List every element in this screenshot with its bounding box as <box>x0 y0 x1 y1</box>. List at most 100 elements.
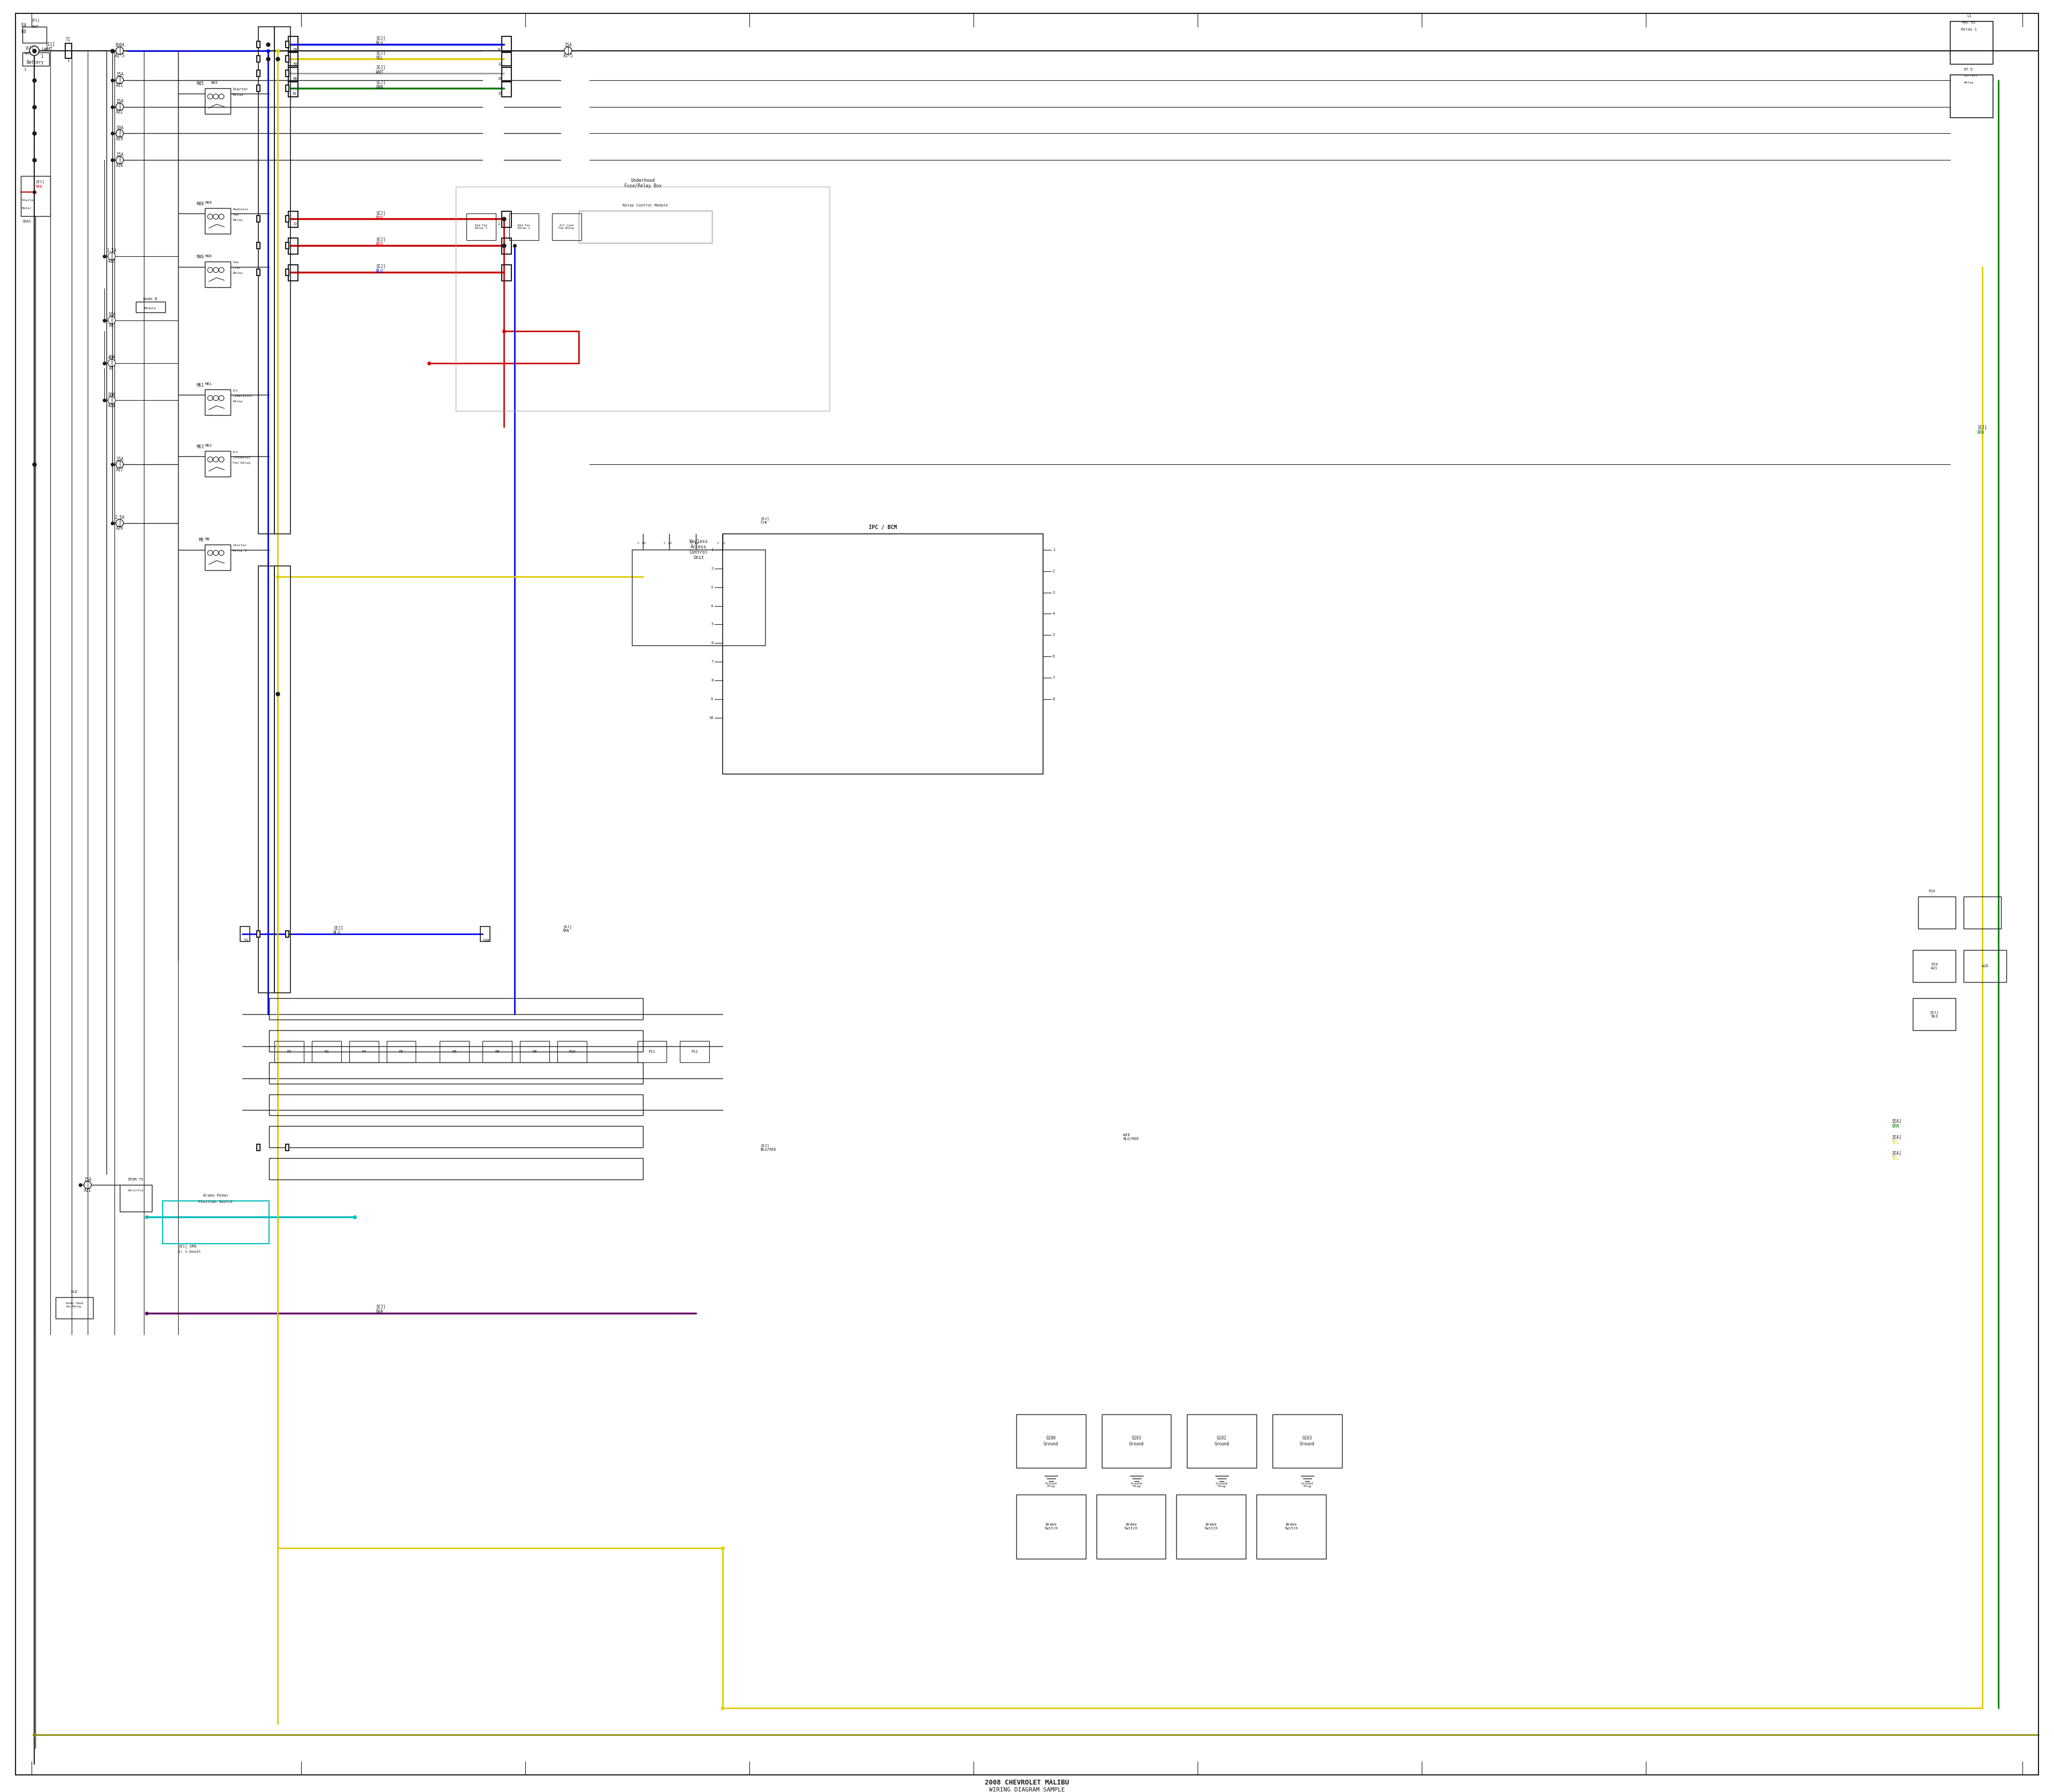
Bar <box>440 1041 468 1063</box>
Text: Relay 2: Relay 2 <box>232 550 246 552</box>
Bar <box>275 1041 304 1063</box>
Text: [EJ]
BLU: [EJ] BLU <box>1931 1011 1939 1018</box>
Bar <box>1017 1495 1087 1559</box>
Text: 15A: 15A <box>115 99 123 104</box>
Bar <box>257 215 261 222</box>
Bar <box>286 269 290 276</box>
Text: 40A: 40A <box>109 355 115 360</box>
Circle shape <box>84 1181 90 1188</box>
Bar <box>1964 950 2007 982</box>
Bar <box>257 1145 261 1150</box>
Text: [EJ]: [EJ] <box>376 1305 386 1308</box>
Text: 15A: 15A <box>115 72 123 77</box>
Bar <box>23 52 49 66</box>
Text: 15A: 15A <box>115 152 123 158</box>
Text: Relay Control Module: Relay Control Module <box>622 204 668 208</box>
Text: A1-5: A1-5 <box>115 54 125 59</box>
Text: YEL: YEL <box>1892 1156 1900 1161</box>
Bar <box>259 27 275 534</box>
Text: [E1]: [E1] <box>35 179 45 183</box>
Text: BLU: BLU <box>376 41 384 47</box>
Circle shape <box>565 47 571 54</box>
Circle shape <box>214 550 218 556</box>
Bar <box>23 27 47 43</box>
Text: [EJ]: [EJ] <box>333 925 343 930</box>
Circle shape <box>220 457 224 462</box>
Circle shape <box>207 396 214 401</box>
Bar <box>483 1041 511 1063</box>
Bar <box>1177 1495 1247 1559</box>
Bar <box>259 566 275 993</box>
Bar <box>723 534 1043 774</box>
Text: Security: Security <box>127 1188 144 1192</box>
Text: A1-5: A1-5 <box>563 54 573 59</box>
Text: RED: RED <box>35 185 43 188</box>
Bar <box>269 1158 643 1179</box>
Text: 12: 12 <box>497 63 501 66</box>
Bar <box>1964 896 2001 928</box>
Text: M8: M8 <box>205 538 210 541</box>
Bar <box>1097 1495 1167 1559</box>
Text: [EA]: [EA] <box>1892 1134 1902 1140</box>
Bar <box>553 213 581 240</box>
Bar <box>286 70 290 77</box>
Text: Starter: Starter <box>23 199 37 201</box>
Text: 53: 53 <box>244 939 249 943</box>
Bar <box>286 242 290 249</box>
Text: BLU: BLU <box>376 269 384 274</box>
Bar <box>288 211 298 228</box>
Text: Starter: Starter <box>232 545 246 547</box>
Text: [EJ]: [EJ] <box>1978 425 1986 430</box>
Text: P6: P6 <box>452 1050 456 1054</box>
Text: GRN: GRN <box>1892 1124 1900 1129</box>
Text: 7: 7 <box>711 659 713 663</box>
Text: A29: A29 <box>109 403 115 409</box>
Text: Relay: Relay <box>232 93 244 97</box>
Text: P4: P4 <box>362 1050 366 1054</box>
Text: 2.5A: 2.5A <box>115 516 125 520</box>
Bar <box>21 176 49 217</box>
Circle shape <box>207 93 214 99</box>
Bar <box>288 52 298 68</box>
Text: G102
Ground: G102 Ground <box>1214 1435 1228 1446</box>
Bar <box>501 265 511 281</box>
Text: WFE
BLU/RED: WFE BLU/RED <box>1124 1133 1140 1140</box>
Text: P5: P5 <box>398 1050 403 1054</box>
Circle shape <box>220 93 224 99</box>
Circle shape <box>115 77 123 84</box>
Text: 15A: 15A <box>565 43 571 48</box>
Circle shape <box>207 457 214 462</box>
Text: Compressor: Compressor <box>232 394 253 398</box>
Text: P9: P9 <box>532 1050 536 1054</box>
Bar <box>257 41 261 48</box>
Text: M45: M45 <box>197 81 203 86</box>
Bar <box>1951 22 1992 65</box>
Text: 59: 59 <box>292 63 298 66</box>
Text: 2008 CHEVROLET MALIBU: 2008 CHEVROLET MALIBU <box>984 1779 1070 1787</box>
Circle shape <box>220 396 224 401</box>
Circle shape <box>109 317 115 324</box>
Text: Brake
Switch: Brake Switch <box>1284 1523 1298 1530</box>
Bar <box>66 43 72 57</box>
Bar <box>501 211 511 228</box>
Bar <box>1017 1414 1087 1468</box>
Bar <box>633 550 766 645</box>
Bar <box>288 265 298 281</box>
Text: [EJ]
SRN: [EJ] SRN <box>563 925 571 932</box>
Text: M45: M45 <box>212 81 218 84</box>
Bar <box>1951 75 1992 118</box>
Text: A/C: A/C <box>232 452 238 453</box>
Text: [EJ]
BLU/RED: [EJ] BLU/RED <box>760 1143 776 1150</box>
Text: DkB: DkB <box>376 1310 384 1314</box>
Bar <box>275 566 290 993</box>
Text: 100A: 100A <box>115 43 125 48</box>
Bar <box>286 1145 290 1150</box>
Bar <box>579 211 713 244</box>
Text: 10: 10 <box>709 717 713 720</box>
Text: BLU: BLU <box>333 930 341 935</box>
Text: Rad Fan
Relay 1: Rad Fan Relay 1 <box>474 224 487 229</box>
Text: Module: Module <box>144 306 156 310</box>
Text: S001: S001 <box>23 220 31 224</box>
Bar <box>286 930 290 937</box>
Text: [EJ]: [EJ] <box>376 36 386 41</box>
